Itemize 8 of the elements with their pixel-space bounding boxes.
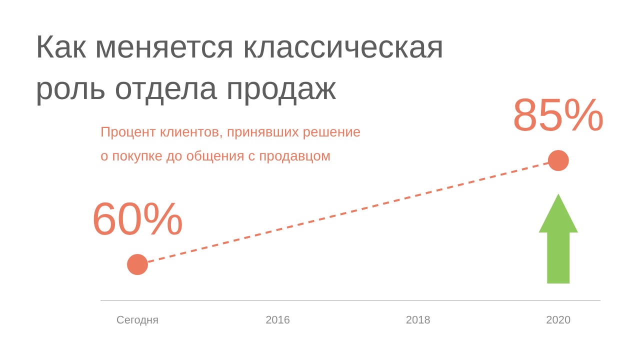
x-tick-label: 2018 <box>406 314 430 326</box>
chart-title: Как меняется классическая роль отдела продаж <box>36 28 444 106</box>
data-label: 60% <box>91 192 184 245</box>
data-label: 85% <box>512 88 604 141</box>
chart-subtitle: Процент клиентов, принявших решение о покупке до общения с продавцом <box>100 124 361 164</box>
x-tick-label: 2016 <box>266 314 290 326</box>
x-tick-label: Сегодня <box>116 314 159 326</box>
x-tick-label: 2020 <box>546 314 571 326</box>
